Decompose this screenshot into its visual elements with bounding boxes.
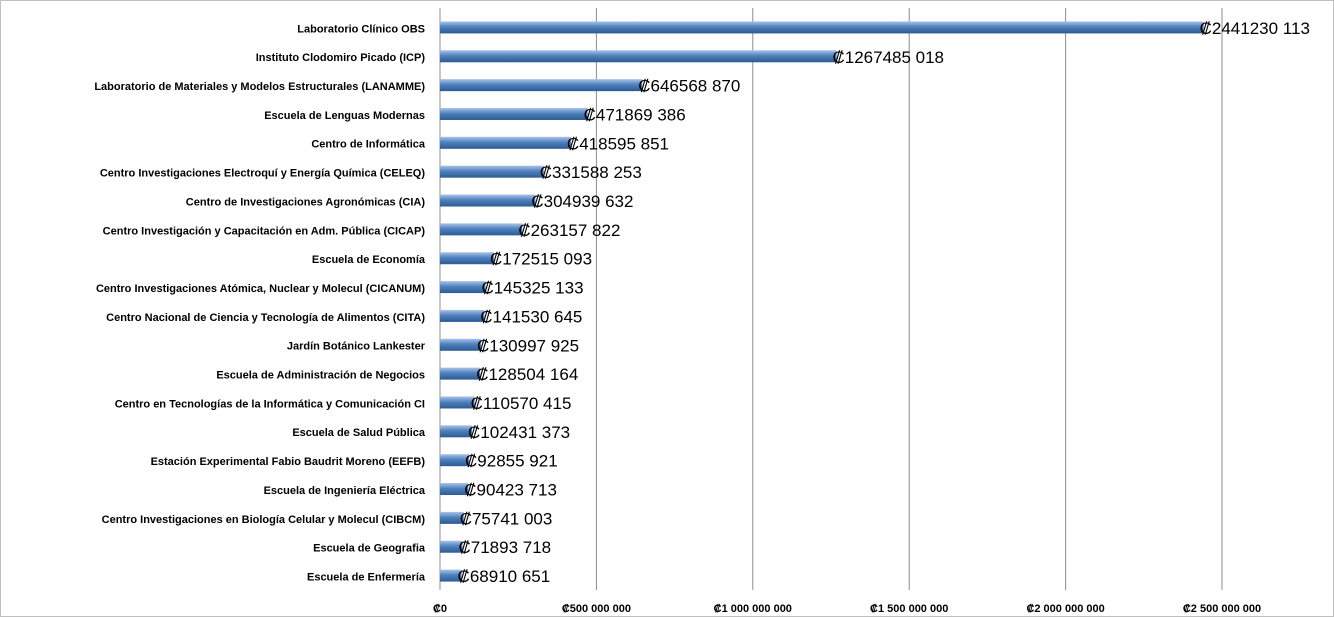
bar [440,21,1204,34]
bar [440,50,837,63]
value-label: ₡90423 713 [464,481,557,500]
value-label: ₡130997 925 [477,336,579,355]
y-tick-label: Centro de Informática [311,139,426,151]
bar [440,338,481,351]
value-label: ₡75741 003 [460,509,553,528]
y-tick-label: Centro Investigaciones en Biología Celul… [102,514,426,526]
x-tick-label: ₡500 000 000 [562,603,631,615]
x-tick-label: ₡2 000 000 000 [1026,603,1104,615]
x-tick-label: ₡2 500 000 000 [1183,603,1261,615]
value-label: ₡304939 632 [531,192,633,211]
y-tick-label: Escuela de Economía [312,254,426,266]
bar [440,454,470,467]
bar [440,367,481,380]
x-tick-label: ₡0 [433,603,447,615]
bar [440,540,463,553]
bar [440,79,643,92]
value-label: ₡110570 415 [471,394,572,413]
x-tick-label: ₡1 000 000 000 [714,603,792,615]
value-label: ₡102431 373 [468,423,570,442]
y-tick-label: Centro en Tecnologías de la Informática … [115,398,425,410]
y-tick-label: Escuela de Enfermería [307,571,426,583]
bar [440,107,588,120]
bar [440,252,494,265]
value-label: ₡145325 133 [481,279,583,298]
y-tick-label: Centro Nacional de Ciencia y Tecnología … [106,312,425,324]
y-tick-label: Escuela de Geografia [313,543,426,555]
value-label: ₡141530 645 [480,307,582,326]
y-tick-label: Escuela de Ingeniería Eléctrica [264,485,426,497]
value-label: ₡1267485 018 [832,48,944,67]
bar [440,396,475,409]
value-label: ₡263157 822 [518,221,620,240]
bar [440,425,473,438]
x-tick-label: ₡1 500 000 000 [870,603,948,615]
bar [440,511,464,524]
y-tick-label: Escuela de Salud Pública [292,427,426,439]
value-label: ₡172515 093 [490,250,592,269]
bar [440,136,571,149]
y-tick-label: Instituto Clodomiro Picado (ICP) [256,52,426,64]
bar [440,309,485,322]
value-label: ₡92855 921 [465,452,558,471]
bar [440,223,523,236]
y-tick-label: Centro Investigaciones Atómica, Nuclear … [96,283,425,295]
bar [440,165,544,178]
y-tick-label: Jardín Botánico Lankester [287,341,426,353]
y-tick-label: Escuela de Lenguas Modernas [264,110,425,122]
bar [440,483,469,496]
y-tick-label: Centro Investigaciones Electroquí y Ener… [100,168,426,180]
value-label: ₡418595 851 [567,134,669,153]
bar [440,281,486,294]
y-tick-label: Centro Investigación y Capacitación en A… [103,225,426,237]
bar [440,194,536,207]
y-tick-label: Laboratorio de Materiales y Modelos Estr… [94,81,425,93]
value-label: ₡471869 386 [584,105,686,124]
y-tick-label: Escuela de Administración de Negocios [216,370,425,382]
y-tick-label: Laboratorio Clínico OBS [297,23,425,35]
value-label: ₡2441230 113 [1200,19,1310,38]
value-label: ₡646568 870 [638,77,740,96]
value-label: ₡71893 718 [458,538,551,557]
value-label: ₡68910 651 [458,567,551,586]
bar [440,569,462,582]
y-tick-label: Centro de Investigaciones Agronómicas (C… [186,196,426,208]
value-label: ₡331588 253 [540,163,642,182]
value-label: ₡128504 164 [476,365,578,384]
y-tick-label: Estación Experimental Fabio Baudrit More… [151,456,426,468]
